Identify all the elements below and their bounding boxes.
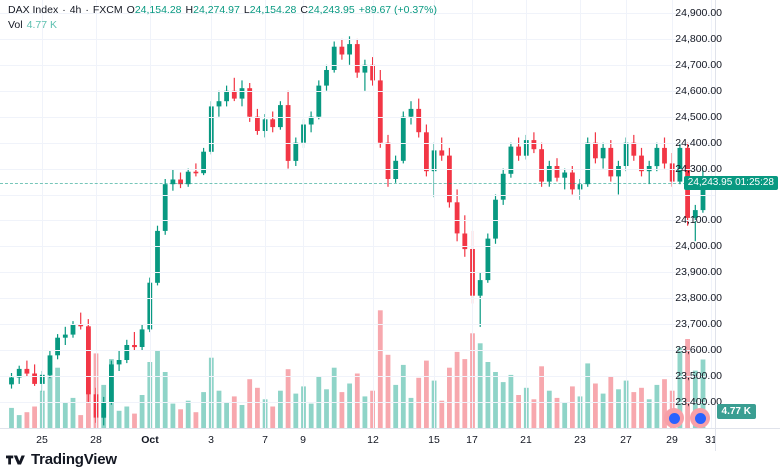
grid-line-horizontal	[0, 298, 716, 299]
grid-line-horizontal	[0, 324, 716, 325]
time-axis-tick: 7	[262, 434, 268, 446]
price-axis-tick: 24,700.00	[675, 58, 722, 71]
time-axis-tick: Oct	[141, 434, 159, 446]
price-axis-tick: 23,900.00	[675, 266, 722, 279]
grid-line-horizontal	[0, 350, 716, 351]
current-price-text: 24,243.95	[687, 177, 733, 189]
time-axis-tick: 28	[90, 434, 102, 446]
time-axis-tick: 29	[666, 434, 678, 446]
price-axis-tick: 23,500.00	[675, 370, 722, 383]
time-axis-tick: 9	[300, 434, 306, 446]
grid-line-vertical	[434, 0, 435, 428]
chart-plot-area[interactable]	[0, 0, 716, 428]
time-axis-tick: 12	[367, 434, 379, 446]
time-axis-tick: 25	[36, 434, 48, 446]
current-price-line	[0, 183, 716, 185]
tradingview-mark-icon	[6, 455, 25, 464]
price-axis-tick: 24,500.00	[675, 110, 722, 123]
price-axis-tick: 23,400.00	[675, 396, 722, 409]
price-axis-tick: 24,400.00	[675, 136, 722, 149]
time-axis[interactable]: 25 28 Oct 3 7 9 12 15 17 21 23 27 29 31	[0, 428, 717, 451]
grid-line-horizontal	[0, 272, 716, 273]
price-axis-tick: 24,800.00	[675, 32, 722, 45]
price-axis-tick: 24,000.00	[675, 240, 722, 253]
grid-line-vertical	[96, 0, 97, 428]
countdown-text: 01:25:28	[735, 177, 774, 189]
price-axis-tick: 24,600.00	[675, 84, 722, 97]
grid-line-horizontal	[0, 143, 716, 144]
grid-line-vertical	[711, 0, 712, 428]
grid-line-horizontal	[0, 117, 716, 118]
grid-line-horizontal	[0, 402, 716, 403]
grid-line-vertical	[373, 0, 374, 428]
grid-line-vertical	[211, 0, 212, 428]
price-axis-tick: 24,100.00	[675, 214, 722, 227]
time-axis-tick: 27	[620, 434, 632, 446]
grid-line-horizontal	[0, 246, 716, 247]
price-axis-tick: 23,600.00	[675, 344, 722, 357]
tradingview-logo[interactable]: TradingView	[6, 452, 117, 467]
grid-line-vertical	[265, 0, 266, 428]
price-axis-tick: 24,900.00	[675, 6, 722, 19]
time-axis-tick: 31	[705, 434, 717, 446]
grid-line-vertical	[42, 0, 43, 428]
price-axis-tick: 23,700.00	[675, 318, 722, 331]
grid-line-vertical	[580, 0, 581, 428]
reset-chart-icon[interactable]	[664, 408, 684, 428]
grid-line-horizontal	[0, 39, 716, 40]
chart-nav-buttons[interactable]	[664, 408, 710, 428]
tradingview-wordmark: TradingView	[31, 451, 117, 468]
grid-line-vertical	[150, 0, 151, 428]
grid-line-horizontal	[0, 376, 716, 377]
price-axis-tick: 23,800.00	[675, 292, 722, 305]
price-axis[interactable]: 24,900.00 24,800.00 24,700.00 24,600.00 24,5…	[675, 0, 780, 428]
scroll-to-realtime-icon[interactable]	[690, 408, 710, 428]
current-price-badge: 24,243.95 01:25:28	[683, 176, 778, 191]
grid-line-vertical	[303, 0, 304, 428]
grid-line-vertical	[526, 0, 527, 428]
price-axis-tick: 24,300.00	[675, 162, 722, 175]
grid-line-vertical	[472, 0, 473, 428]
time-axis-tick: 15	[428, 434, 440, 446]
grid-line-horizontal	[0, 220, 716, 221]
grid-line-vertical	[672, 0, 673, 428]
time-axis-tick: 23	[574, 434, 586, 446]
time-axis-tick: 17	[466, 434, 478, 446]
axis-corner	[715, 428, 780, 451]
grid-line-horizontal	[0, 91, 716, 92]
time-axis-tick: 3	[208, 434, 214, 446]
grid-line-horizontal	[0, 169, 716, 170]
grid-line-horizontal	[0, 65, 716, 66]
grid-line-vertical	[626, 0, 627, 428]
time-axis-tick: 21	[520, 434, 532, 446]
grid-line-horizontal	[0, 13, 716, 14]
grid-line-horizontal	[0, 195, 716, 196]
volume-badge: 4.77 K	[716, 404, 756, 419]
